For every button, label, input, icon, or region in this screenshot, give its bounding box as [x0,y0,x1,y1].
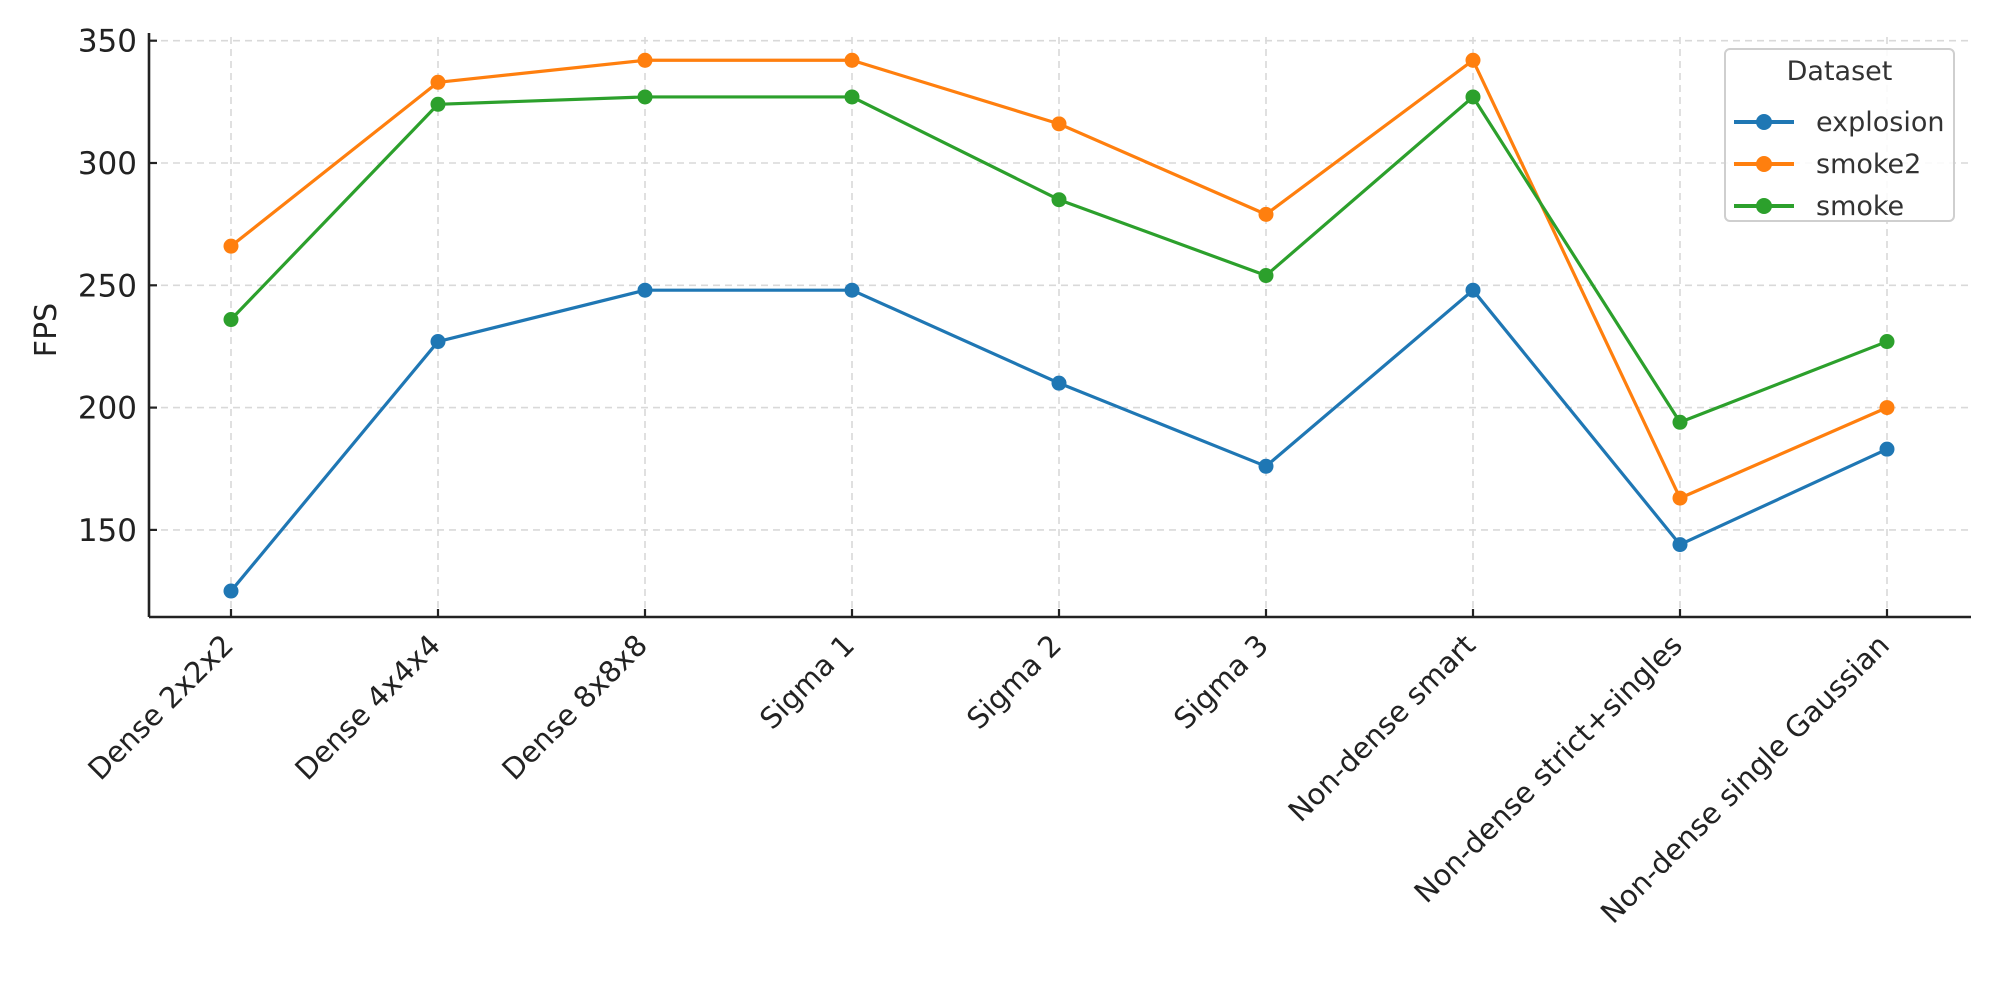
data-point-marker [1258,206,1274,222]
legend-item-explosion: explosion [1734,102,1944,142]
data-point-marker [1879,441,1895,457]
data-point-marker [223,583,239,599]
data-point-marker [1258,268,1274,284]
data-point-marker [844,52,860,68]
y-tick-label: 350 [78,24,137,60]
data-point-marker [1051,375,1067,391]
legend-title: Dataset [1786,56,1893,87]
data-point-marker [1051,116,1067,132]
y-axis-ticks: 150 200 250 300 350 [78,24,157,549]
x-tick-label: Dense 2x2x2 [81,628,240,787]
data-point-marker [1672,414,1688,430]
data-point-marker [1879,334,1895,350]
legend-label: smoke2 [1816,148,1922,180]
data-point-marker [637,282,653,298]
data-point-marker [1672,490,1688,506]
legend: Dataset explosion smoke2 smoke [1724,48,1955,222]
x-tick-label: Non-dense smart [1281,628,1481,828]
x-tick-label: Sigma 2 [960,628,1068,736]
x-tick-label: Dense 4x4x4 [288,628,447,787]
data-point-marker [430,74,446,90]
x-axis-ticks: Dense 2x2x2 Dense 4x4x4 Dense 8x8x8 Sigma 1… [81,609,1896,930]
x-tick-label: Sigma 1 [753,628,861,736]
legend-marker-icon [1734,102,1794,142]
data-point-marker [1879,400,1895,416]
grid-lines [149,37,1971,617]
data-point-marker [1051,192,1067,208]
data-point-marker [637,52,653,68]
data-point-marker [1465,89,1481,105]
data-point-marker [1465,52,1481,68]
data-point-marker [1672,537,1688,553]
series-lines [223,52,1895,599]
data-point-marker [1465,282,1481,298]
legend-label: smoke [1816,190,1905,222]
data-point-marker [844,282,860,298]
data-point-marker [430,334,446,350]
data-point-marker [430,96,446,112]
data-point-marker [223,238,239,254]
y-tick-label: 200 [78,391,137,427]
y-tick-label: 300 [78,146,137,182]
data-point-marker [844,89,860,105]
data-point-marker [1258,458,1274,474]
y-tick-label: 250 [78,268,137,304]
data-point-marker [637,89,653,105]
data-point-marker [223,312,239,328]
y-axis-label: FPS [29,303,64,357]
series-explosion [223,282,1895,599]
legend-item-smoke2: smoke2 [1734,144,1921,184]
x-tick-label: Sigma 3 [1167,628,1275,736]
x-tick-label: Dense 8x8x8 [495,628,654,787]
series-smoke [223,89,1895,430]
legend-label: explosion [1816,106,1945,138]
legend-marker-icon [1734,144,1794,184]
series-smoke2 [223,52,1895,506]
legend-marker-icon [1734,186,1794,226]
legend-item-smoke: smoke [1734,186,1904,226]
y-tick-label: 150 [78,513,137,549]
